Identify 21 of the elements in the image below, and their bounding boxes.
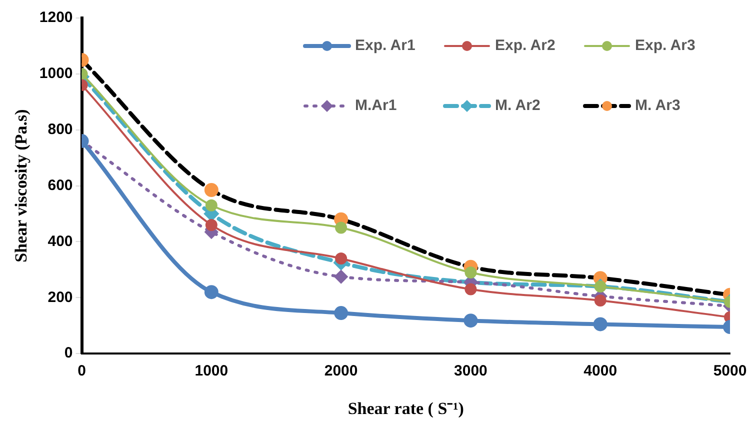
- legend-label: Exp. Ar2: [495, 37, 556, 54]
- x-tick-label: 1000: [194, 362, 228, 380]
- y-tick-label: 600: [48, 176, 73, 194]
- legend-label: M.Ar1: [355, 97, 397, 114]
- legend-label: Exp. Ar1: [355, 37, 416, 54]
- legend-label: M. Ar3: [635, 97, 680, 114]
- x-tick-label: 2000: [324, 362, 358, 380]
- x-tick-label: 4000: [584, 362, 618, 380]
- x-tick-label: 0: [78, 362, 86, 380]
- x-tick-label: 3000: [454, 362, 488, 380]
- y-tick-label: 0: [64, 344, 73, 362]
- y-tick-label: 200: [48, 288, 73, 306]
- y-tick-label: 800: [48, 121, 73, 138]
- legend-label: M. Ar2: [495, 97, 540, 114]
- legend-label: Exp. Ar3: [635, 37, 696, 54]
- y-tick-label: 1000: [39, 65, 73, 82]
- y-tick-label: 400: [48, 232, 73, 250]
- x-tick-label: 5000: [713, 362, 747, 380]
- y-axis-title: Shear viscosity (Pa.s): [12, 109, 31, 262]
- x-axis-title: Shear rate ( S⁻¹): [348, 399, 464, 418]
- y-tick-label: 1200: [39, 9, 73, 26]
